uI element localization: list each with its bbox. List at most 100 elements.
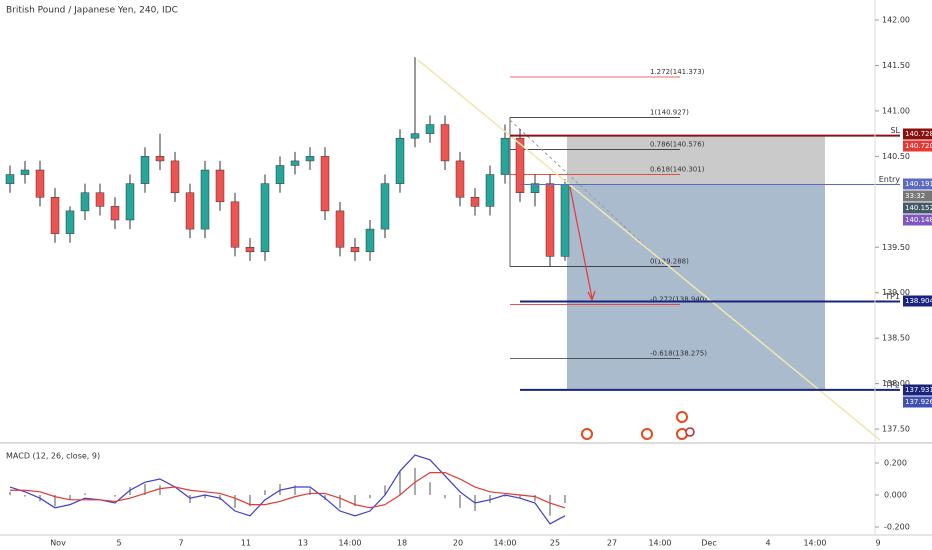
candle-body (65, 210, 75, 234)
price-tag-label: 137.926 (905, 398, 932, 406)
price-tag-label: 138.904 (905, 297, 932, 305)
x-tick-label: 13 (298, 539, 308, 548)
candle-body (410, 133, 420, 139)
y-tick-label: 137.50 (882, 425, 910, 434)
candle-body (20, 169, 30, 175)
price-tag (903, 202, 932, 214)
candle-body (260, 183, 270, 253)
candle-body (5, 174, 15, 184)
y-tick-label: 139.00 (882, 288, 910, 297)
fib-label: 0(129.288) (650, 258, 689, 266)
price-tag-label: 140.148 (905, 216, 932, 224)
macd-y-tick-label: 0.200 (884, 459, 907, 468)
x-tick-label: 18 (397, 539, 407, 548)
x-tick-label: 14:00 (803, 539, 826, 548)
candle-body (185, 192, 195, 230)
candle-body (215, 169, 225, 203)
candle-body (560, 184, 570, 257)
price-tag (903, 128, 932, 140)
candle-body (395, 137, 405, 184)
forecast-arrow (569, 186, 596, 302)
price-tag-label: 140.720 (905, 142, 932, 150)
y-tick-label: 141.50 (882, 61, 910, 70)
price-tag-label: 33:32 (905, 192, 925, 200)
candle-body (545, 183, 555, 257)
candle-body (125, 183, 135, 221)
level-label: Entry (879, 175, 901, 184)
candle-body (425, 124, 435, 134)
level-label: TP2 (884, 380, 900, 389)
level-label: TP1 (884, 292, 900, 301)
fib-label: 1(140.927) (650, 109, 689, 117)
candle-body (170, 160, 180, 193)
candle-body (470, 197, 480, 207)
x-tick-label: 25 (550, 539, 560, 548)
candle-body (305, 156, 315, 162)
fib-label: -0.618(138.275) (650, 350, 707, 358)
level-label: SL (890, 126, 900, 135)
price-tag-label: 140.152 (905, 204, 932, 212)
macd-title: MACD (12, 26, close, 9) (6, 452, 100, 461)
candle-body (275, 165, 285, 184)
x-tick-label: 14:00 (648, 539, 671, 548)
candle-body (80, 192, 90, 212)
y-tick-label: 139.50 (882, 243, 910, 252)
y-tick-label: 138.00 (882, 379, 910, 388)
macd-y-tick-label: 0.000 (884, 491, 907, 500)
price-tag (903, 396, 932, 408)
x-tick-label: 14:00 (493, 539, 516, 548)
price-tag-label: 140.191 (905, 180, 932, 188)
fib-label: 0.618(140.301) (650, 165, 705, 173)
candle-body (110, 206, 120, 221)
fib-label: -0.272(138.940) (650, 296, 707, 304)
x-tick-label: 14:00 (338, 539, 361, 548)
x-tick-label: 4 (765, 539, 770, 548)
y-tick-label: 141.00 (882, 106, 910, 115)
price-tag-label: 137.931 (905, 386, 932, 394)
candle-body (335, 210, 345, 248)
candle-body (245, 247, 255, 253)
candle-body (515, 137, 525, 193)
fib-label: 0.786(140.576) (650, 140, 705, 148)
risk-zone (567, 135, 825, 185)
x-tick-label: 7 (178, 539, 183, 548)
candle-body (365, 228, 375, 253)
macd-y-tick-label: -0.200 (884, 523, 910, 532)
macd-signal-line (10, 472, 566, 509)
candle-body (350, 247, 360, 253)
price-tag (903, 214, 932, 226)
price-tag-label: 140.728 (905, 130, 932, 138)
candle-body (290, 160, 300, 166)
event-icons (581, 411, 695, 440)
price-tag (903, 140, 932, 152)
candle-body (320, 156, 330, 212)
price-tag (903, 384, 932, 396)
candle-body (440, 124, 450, 162)
price-tag (903, 190, 932, 202)
x-tick-label: 5 (116, 539, 121, 548)
candle-body (95, 192, 105, 207)
x-tick-label: Nov (50, 539, 66, 548)
candle-body (200, 169, 210, 230)
fib-label: 1.272(141.373) (650, 68, 705, 76)
y-tick-label: 138.50 (882, 334, 910, 343)
trend-line (417, 59, 881, 441)
x-tick-label: Dec (701, 539, 716, 548)
candle-body (155, 156, 165, 162)
x-tick-label: 27 (607, 539, 617, 548)
price-tag (903, 295, 932, 307)
candle-body (380, 183, 390, 230)
price-tag (903, 178, 932, 190)
chart-title: British Pound / Japanese Yen, 240, IDC (6, 6, 178, 16)
candle-body (50, 197, 60, 234)
candle-body (485, 174, 495, 207)
candle-body (35, 169, 45, 198)
y-tick-label: 142.00 (882, 16, 910, 25)
candle-body (140, 156, 150, 184)
x-tick-label: 9 (875, 539, 880, 548)
candle-body (530, 183, 540, 193)
candle-body (230, 201, 240, 248)
x-tick-label: 11 (241, 539, 251, 548)
x-tick-label: 20 (453, 539, 463, 548)
